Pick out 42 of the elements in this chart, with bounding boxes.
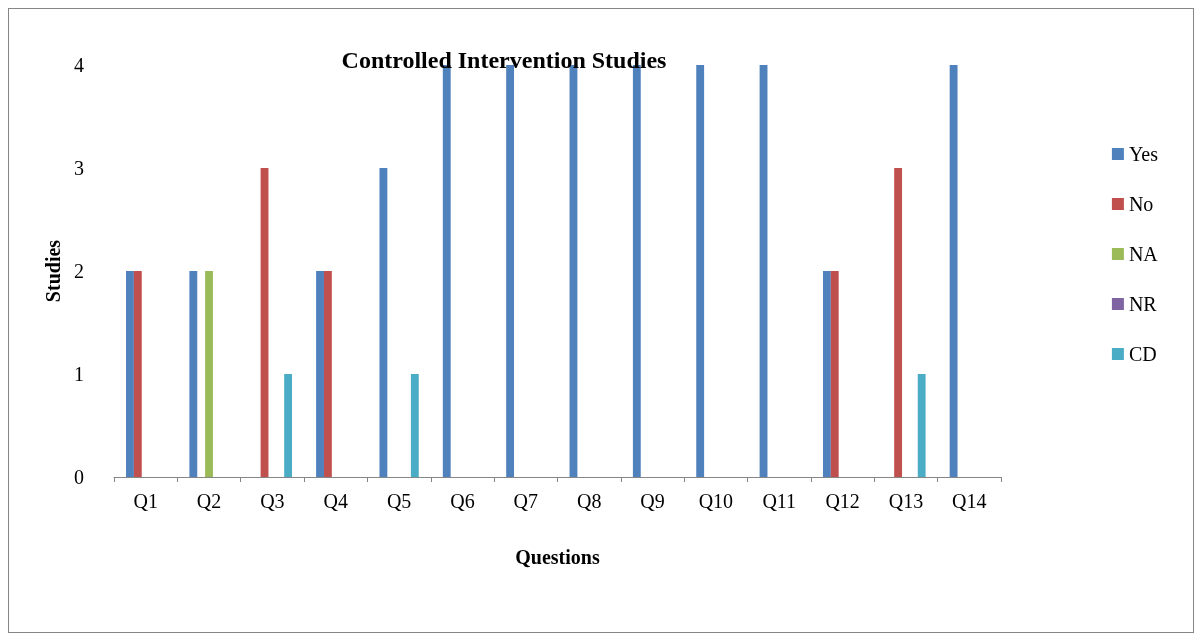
bar xyxy=(949,65,958,477)
bar xyxy=(822,271,831,477)
x-tick-label: Q14 xyxy=(952,490,987,512)
x-tick-label: Q11 xyxy=(762,490,797,512)
bar xyxy=(189,271,198,477)
bar xyxy=(126,271,134,477)
legend-label: CD xyxy=(1128,343,1157,365)
x-tick-label: Q9 xyxy=(640,490,665,512)
y-tick-label: 0 xyxy=(74,466,84,488)
legend-label: NR xyxy=(1128,293,1158,315)
bar xyxy=(696,65,705,477)
y-tick-label: 1 xyxy=(74,363,84,385)
bar xyxy=(830,271,839,477)
y-axis-title: Studies xyxy=(42,239,65,303)
bar xyxy=(917,374,926,477)
bar xyxy=(133,271,142,477)
x-tick-label: Q2 xyxy=(196,490,222,512)
y-tick-label: 2 xyxy=(74,260,84,282)
x-tick-label: Q1 xyxy=(133,490,158,512)
bar xyxy=(316,271,324,477)
legend-label: NA xyxy=(1128,243,1159,265)
x-tick-label: Q13 xyxy=(888,490,924,512)
x-axis-title: Questions xyxy=(515,546,600,568)
x-tick-label: Q6 xyxy=(450,490,475,512)
bar xyxy=(284,374,293,477)
x-tick-label: Q5 xyxy=(386,490,412,512)
bar xyxy=(894,168,903,477)
x-tick-label: Q3 xyxy=(260,490,285,512)
legend-label: No xyxy=(1128,193,1154,215)
y-tick-label: 3 xyxy=(74,157,84,179)
x-tick-label: Q10 xyxy=(698,490,734,512)
bar xyxy=(410,374,419,477)
legend-label: Yes xyxy=(1128,143,1159,165)
x-tick-label: Q12 xyxy=(825,490,860,512)
x-tick-label: Q4 xyxy=(323,490,348,512)
x-tick-label: Q7 xyxy=(513,490,539,512)
bar xyxy=(323,271,332,477)
bar xyxy=(205,271,213,477)
y-tick-label: 4 xyxy=(74,54,84,76)
x-tick-label: Q8 xyxy=(576,490,602,512)
chart-title: Controlled Intervention Studies xyxy=(341,47,667,73)
bar xyxy=(379,168,388,477)
